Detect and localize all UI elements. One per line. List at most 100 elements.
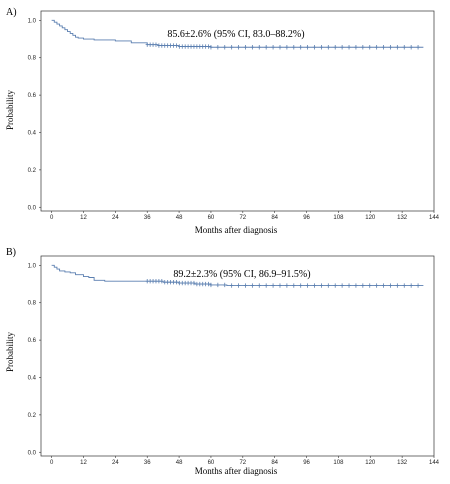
x-tick-label: 72 [239,215,246,221]
censor-mark [361,45,365,50]
censor-mark [347,283,351,288]
censor-mark [306,283,310,288]
censor-mark [198,44,202,49]
censor-mark [395,45,399,50]
censor-mark [299,283,303,288]
censor-mark [174,279,179,285]
censor-mark [264,283,268,288]
panel-label: A) [6,7,17,18]
censor-mark [236,283,241,288]
x-tick-label: 12 [80,215,87,221]
x-tick-label: 144 [429,215,440,221]
censor-mark [381,283,386,288]
censor-mark [177,44,181,49]
censor-mark [271,45,275,50]
censor-mark [409,283,413,288]
censor-mark [333,45,337,50]
censor-mark [230,45,234,50]
censor-mark [402,283,406,288]
censor-mark [166,279,170,285]
censor-mark [340,283,344,288]
censor-mark [189,280,193,286]
censor-mark [243,283,248,288]
y-tick-label: 0.8 [28,301,37,307]
x-tick-label: 84 [271,215,278,221]
x-axis-label: Months after diagnosis [195,466,278,476]
x-tick-label: 48 [176,460,183,466]
censor-mark [326,45,330,50]
censor-mark [236,45,241,50]
y-tick-label: 0.2 [28,168,37,174]
censor-mark [189,44,193,49]
censor-mark [151,42,155,47]
censor-mark [395,283,399,288]
censor-mark [264,45,268,50]
censor-mark [157,43,161,48]
censor-mark [223,45,227,50]
censor-mark [312,45,317,50]
censor-mark [230,283,234,288]
x-axis-label: Months after diagnosis [195,225,278,235]
censor-mark [195,44,199,49]
km-chart-b: B) 89.2±2.3% (95% CI, 86.9–91.5%) Months… [5,247,440,476]
x-tick-label: 72 [239,460,246,466]
censor-mark [180,280,184,286]
censor-mark [368,283,372,288]
censor-mark [292,283,296,288]
x-tick-label: 96 [303,215,310,221]
censor-mark [292,45,296,50]
censor-mark [163,279,167,285]
y-tick-label: 0.0 [28,205,37,211]
y-tick-label: 0.2 [28,413,37,419]
y-tick-label: 0.4 [28,375,37,381]
censor-mark [148,42,152,47]
x-tick-label: 120 [365,215,376,221]
censor-mark [148,279,152,284]
x-tick-label: 132 [397,460,408,466]
censor-mark [177,280,181,286]
x-tick-label: 96 [303,460,310,466]
x-tick-label: 108 [333,460,344,466]
x-tick-label: 36 [144,460,151,466]
y-tick-label: 0.0 [28,450,37,456]
x-tick-label: 132 [397,215,408,221]
censor-mark [326,283,330,288]
x-tick-label: 120 [365,460,376,466]
censor-mark [257,45,261,50]
censor-mark [243,45,248,50]
censor-mark [333,283,337,288]
censor-mark [192,280,196,286]
x-tick-label: 48 [176,215,183,221]
censor-mark [340,45,344,50]
censor-mark [223,282,227,288]
censor-mark [368,45,372,50]
censor-mark [299,45,303,50]
censor-mark [157,279,161,284]
censor-mark [160,43,164,48]
x-tick-label: 12 [80,460,87,466]
chart-panel-b: B) 89.2±2.3% (95% CI, 86.9–91.5%) Months… [0,242,450,484]
x-tick-label: 60 [208,215,215,221]
censor-mark [381,45,386,50]
censor-mark [201,44,205,49]
y-tick-label: 0.6 [28,93,37,99]
censor-mark [186,280,190,286]
censor-mark [183,44,187,49]
censor-mark [271,283,275,288]
plot-frame [40,10,435,212]
censor-mark [250,283,254,288]
censor-mark [388,283,393,288]
censor-mark [195,281,199,287]
censor-mark [163,43,167,48]
plot-frame [40,255,435,457]
censor-mark [354,45,358,50]
censor-mark [151,279,155,284]
censor-mark [312,283,317,288]
censor-mark [285,45,289,50]
censor-mark [375,45,379,50]
censor-mark [375,283,379,288]
panel-label: B) [6,247,16,258]
x-tick-label: 144 [429,460,440,466]
censor-mark [160,279,164,284]
censor-mark [319,45,324,50]
